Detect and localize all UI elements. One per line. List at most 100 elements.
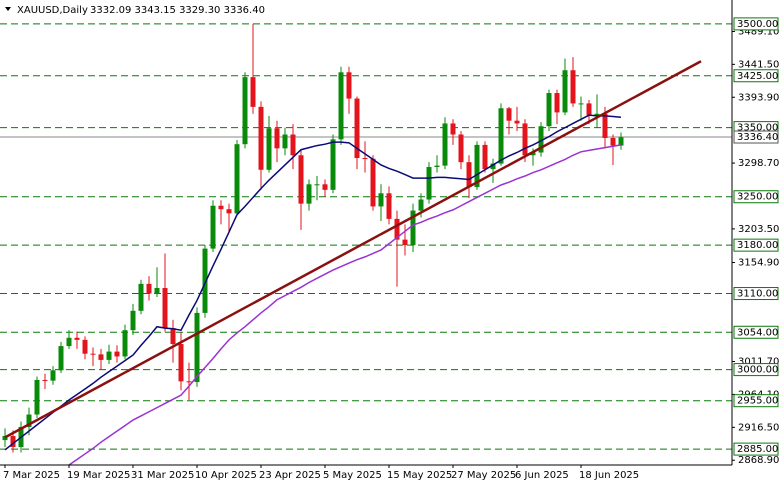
- candle-body: [170, 328, 176, 345]
- candle-body: [594, 113, 600, 116]
- candle-body: [474, 144, 480, 188]
- candle-body: [322, 184, 328, 190]
- candle-body: [58, 346, 64, 371]
- candle-body: [2, 435, 8, 441]
- chart-subtitle: 3332.09 3343.15 3329.30 3336.40: [90, 5, 265, 16]
- chart-title: XAUUSD,Daily: [17, 5, 88, 16]
- candle-body: [482, 144, 488, 170]
- y-tick-label: 2916.50: [738, 422, 779, 433]
- candle-body: [210, 205, 216, 249]
- candle-body: [290, 134, 296, 156]
- candle-body: [122, 330, 128, 357]
- candle-body: [378, 193, 384, 207]
- candle-body: [538, 126, 544, 153]
- x-tick-label: 19 Mar 2025: [67, 470, 130, 481]
- candle-body: [362, 158, 368, 160]
- candle-body: [578, 103, 584, 105]
- level-label: 3000.00: [737, 365, 778, 376]
- candle-body: [458, 134, 464, 163]
- y-tick-label: 2868.90: [738, 455, 779, 466]
- candle-body: [602, 113, 608, 138]
- candle-body: [250, 77, 256, 107]
- candle-body: [258, 106, 264, 170]
- level-box: [733, 287, 779, 301]
- level-box: [733, 363, 779, 377]
- x-tick-label: 7 Mar 2025: [3, 470, 60, 481]
- candle-body: [306, 184, 312, 204]
- candle-body: [106, 351, 112, 360]
- axes: 3489.10 3441.50 3393.90 3298.70 3203.50 3154.…: [3, 17, 779, 481]
- level-label: 3180.00: [737, 240, 778, 251]
- level-label: 3425.00: [737, 71, 778, 82]
- level-label: 3350.00: [737, 123, 778, 134]
- candle-body: [418, 199, 424, 211]
- candle-body: [394, 218, 400, 240]
- candle-body: [338, 72, 344, 140]
- level-label: 3500.00: [737, 19, 778, 30]
- candle-body: [74, 337, 80, 340]
- candle-body: [34, 379, 40, 415]
- level-box: [733, 190, 779, 204]
- candle-body: [498, 108, 504, 164]
- current-price-label: 3336.40: [737, 132, 778, 143]
- lines: [4, 60, 702, 465]
- y-tick-label: 3298.70: [738, 158, 779, 169]
- candle-body: [234, 144, 240, 214]
- candle-body: [194, 312, 200, 383]
- moving-average: [68, 144, 622, 465]
- candle-body: [162, 288, 168, 329]
- level-label: 2955.00: [737, 396, 778, 407]
- candle-body: [138, 283, 144, 311]
- x-tick-label: 27 May 2025: [451, 470, 516, 481]
- candle-body: [546, 93, 552, 127]
- candle-body: [506, 108, 512, 121]
- candle-body: [314, 184, 320, 186]
- trendline: [4, 60, 702, 439]
- candle-body: [42, 379, 48, 381]
- current-price-box: [733, 130, 779, 144]
- candle-body: [562, 70, 568, 113]
- level-label: 3250.00: [737, 192, 778, 203]
- candle-body: [50, 370, 56, 381]
- candle-body: [186, 381, 192, 383]
- y-tick-label: 3489.10: [738, 26, 779, 37]
- candle-body: [466, 162, 472, 188]
- candle-body: [330, 139, 336, 190]
- candle-body: [402, 239, 408, 246]
- x-tick-label: 31 Mar 2025: [131, 470, 194, 481]
- candle-body: [10, 435, 16, 448]
- symbol-icon: [5, 7, 11, 11]
- candle-body: [346, 72, 352, 99]
- candle-body: [154, 288, 160, 294]
- candle-body: [610, 137, 616, 146]
- level-box: [733, 17, 779, 31]
- candle-body: [202, 248, 208, 313]
- candle-body: [274, 128, 280, 149]
- candle-body: [370, 158, 376, 207]
- candle-body: [130, 310, 136, 331]
- candle-body: [146, 283, 152, 294]
- candle-body: [442, 123, 448, 166]
- x-tick-label: 18 Jun 2025: [579, 470, 639, 481]
- level-box: [733, 394, 779, 408]
- y-tick-label: 3011.70: [738, 357, 779, 368]
- x-tick-label: 5 May 2025: [323, 470, 382, 481]
- y-tick-label: 3203.50: [738, 224, 779, 235]
- candle-body: [354, 98, 360, 159]
- levels: [0, 23, 732, 450]
- x-tick-label: 6 Jun 2025: [515, 470, 569, 481]
- y-tick-label: 3154.90: [738, 257, 779, 268]
- level-box: [733, 442, 779, 456]
- level-box: [733, 325, 779, 339]
- x-tick-label: 15 May 2025: [387, 470, 452, 481]
- moving-average: [4, 114, 622, 451]
- candle-body: [98, 354, 104, 360]
- candle-body: [586, 103, 592, 116]
- candle-body: [490, 163, 496, 170]
- candle-body: [514, 120, 520, 124]
- candles: [2, 23, 624, 453]
- candle-body: [90, 353, 96, 355]
- candle-body: [530, 152, 536, 156]
- candle-body: [114, 351, 120, 357]
